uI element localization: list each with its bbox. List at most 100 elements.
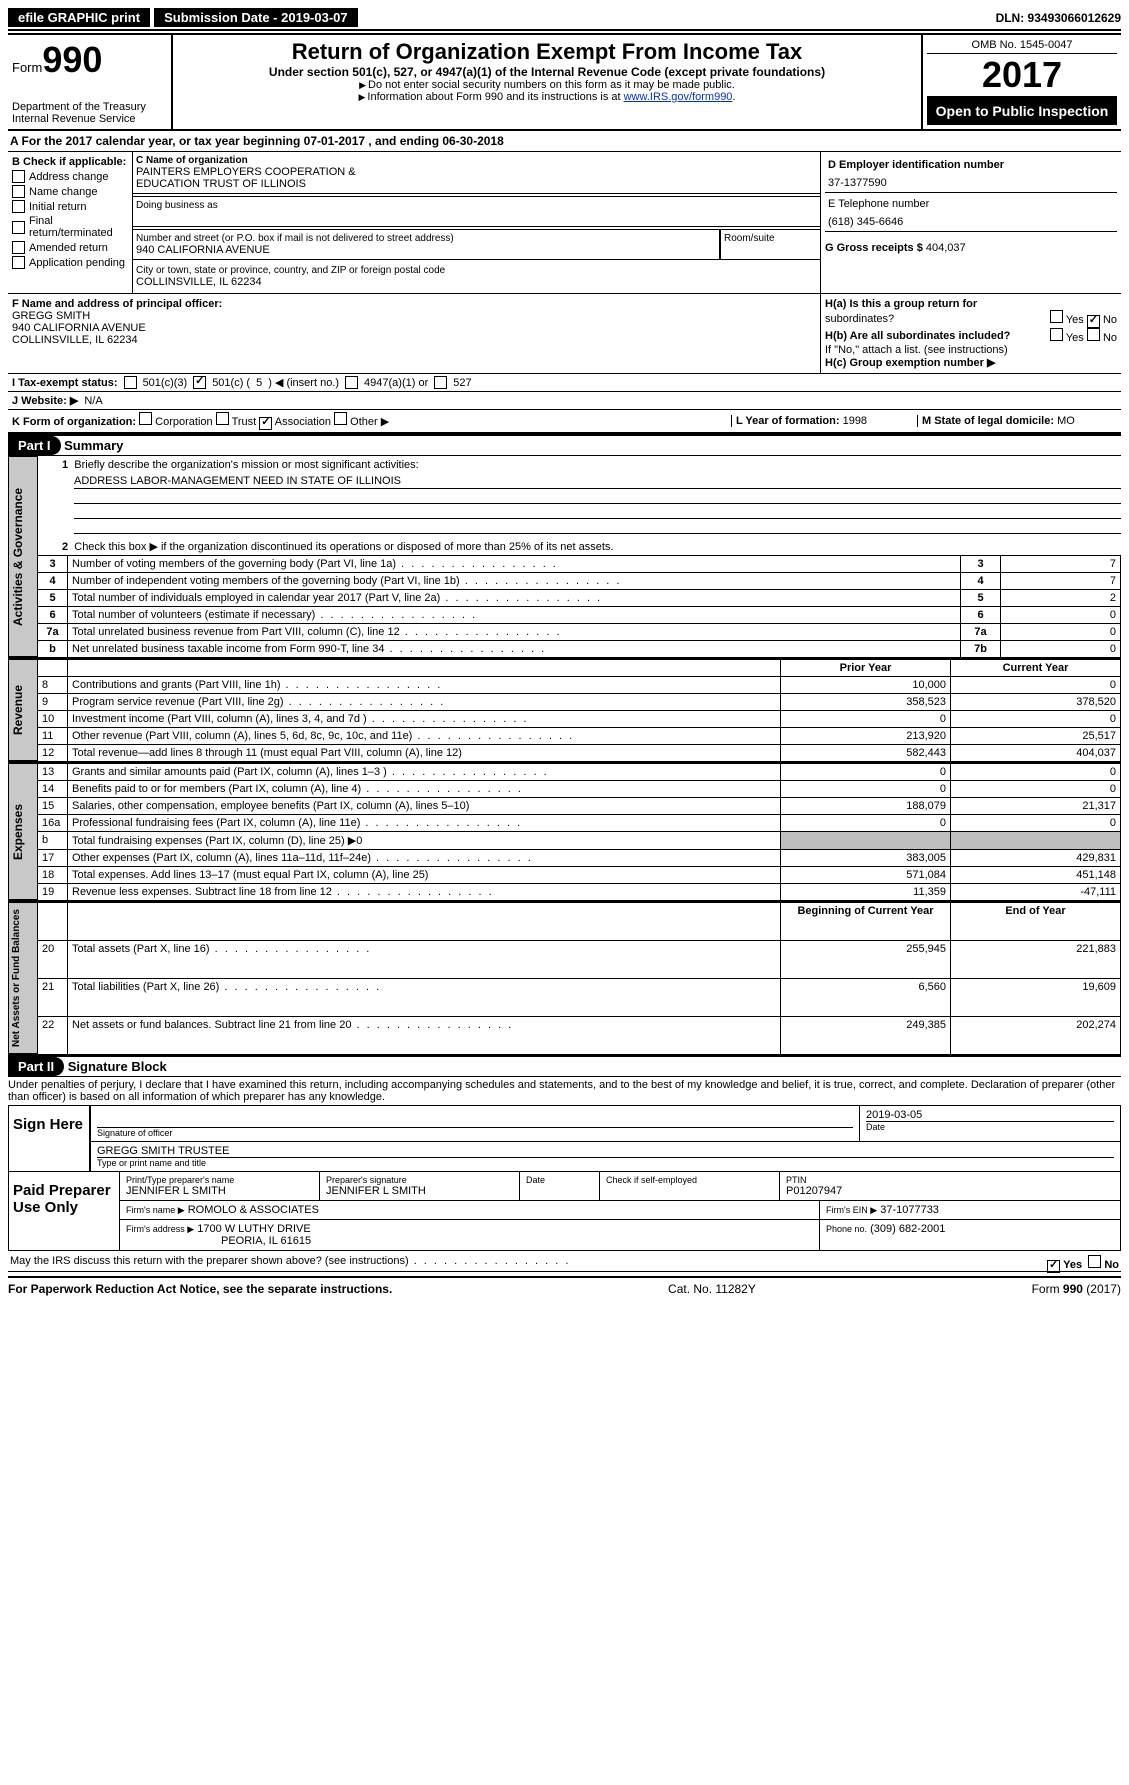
- tab-netassets: Net Assets or Fund Balances: [8, 902, 38, 1054]
- info-note: Information about Form 990 and its instr…: [177, 91, 917, 103]
- sig-date-label: Date: [866, 1122, 1114, 1132]
- top-bar: efile GRAPHIC print Submission Date - 20…: [8, 8, 1121, 31]
- paid-preparer-block: Paid Preparer Use Only Print/Type prepar…: [8, 1172, 1121, 1251]
- tab-activities: Activities & Governance: [8, 456, 38, 657]
- box-m-label: M State of legal domicile:: [922, 415, 1054, 427]
- check-initial-return[interactable]: Initial return: [12, 200, 128, 213]
- firm-ein: 37-1077733: [880, 1204, 939, 1216]
- check-amended-return[interactable]: Amended return: [12, 241, 128, 254]
- submission-label: Submission Date -: [164, 10, 277, 25]
- org-name-2: EDUCATION TRUST OF ILLINOIS: [136, 178, 817, 190]
- irs-label: Internal Revenue Service: [12, 113, 167, 125]
- hb-note: If "No," attach a list. (see instruction…: [825, 344, 1117, 356]
- box-c-label: C Name of organization: [136, 155, 248, 166]
- form-page: Form 990 (2017): [1032, 1282, 1121, 1296]
- ssn-note: Do not enter social security numbers on …: [177, 79, 917, 91]
- page-footer: For Paperwork Reduction Act Notice, see …: [8, 1276, 1121, 1300]
- line1-label: Briefly describe the organization's miss…: [74, 459, 418, 471]
- k-corp[interactable]: [139, 412, 152, 425]
- expenses-table: 13Grants and similar amounts paid (Part …: [38, 763, 1121, 900]
- gross-receipts: 404,037: [926, 242, 966, 254]
- officer-addr2: COLLINSVILLE, IL 62234: [12, 334, 816, 346]
- governance-table: 3Number of voting members of the governi…: [38, 555, 1121, 657]
- firm-addr2: PEORIA, IL 61615: [126, 1235, 813, 1247]
- firm-addr1: 1700 W LUTHY DRIVE: [197, 1223, 311, 1235]
- mission-blank3: [74, 519, 1121, 534]
- form-number: Form990: [12, 39, 167, 81]
- box-l-label: L Year of formation:: [736, 415, 840, 427]
- year-formation: 1998: [843, 415, 867, 427]
- efile-badge: efile GRAPHIC print: [8, 8, 150, 27]
- state-domicile: MO: [1057, 415, 1075, 427]
- tax-year: 2017: [927, 54, 1117, 97]
- hb-no[interactable]: [1087, 328, 1100, 341]
- box-f-label: F Name and address of principal officer:: [12, 298, 222, 310]
- check-name-change[interactable]: Name change: [12, 185, 128, 198]
- mission-text: ADDRESS LABOR-MANAGEMENT NEED IN STATE O…: [74, 474, 1121, 489]
- form-subtitle: Under section 501(c), 527, or 4947(a)(1)…: [177, 65, 917, 79]
- i-501c[interactable]: [193, 376, 206, 389]
- hb-yes[interactable]: [1050, 328, 1063, 341]
- ptin-value: P01207947: [786, 1185, 1114, 1197]
- box-i-row: I Tax-exempt status: 501(c)(3) 501(c) (5…: [8, 373, 1121, 391]
- open-inspection: Open to Public Inspection: [927, 97, 1117, 125]
- form-header: Form990 Department of the Treasury Inter…: [8, 33, 1121, 131]
- revenue-table: Prior YearCurrent Year 8Contributions an…: [38, 659, 1121, 761]
- firm-phone: (309) 682-2001: [870, 1223, 945, 1235]
- preparer-sig: JENNIFER L SMITH: [326, 1185, 513, 1197]
- sig-officer-label: Signature of officer: [97, 1128, 853, 1138]
- irs-link[interactable]: www.IRS.gov/form990: [624, 91, 733, 103]
- officer-name: GREGG SMITH: [12, 310, 816, 322]
- check-final-return[interactable]: Final return/terminated: [12, 215, 128, 239]
- hc-label: H(c) Group exemption number ▶: [825, 357, 995, 369]
- self-employed-check[interactable]: Check if self-employed: [600, 1172, 780, 1200]
- paperwork-notice: For Paperwork Reduction Act Notice, see …: [8, 1282, 392, 1296]
- k-trust[interactable]: [216, 412, 229, 425]
- i-501c3[interactable]: [124, 376, 137, 389]
- ein-value: 37-1377590: [828, 177, 1114, 189]
- box-g-label: G Gross receipts $: [825, 242, 923, 254]
- netassets-table: Beginning of Current YearEnd of Year 20T…: [38, 902, 1121, 1054]
- k-assoc[interactable]: [259, 417, 272, 430]
- omb-number: OMB No. 1545-0047: [927, 39, 1117, 54]
- mission-blank2: [74, 504, 1121, 519]
- addr-label: Number and street (or P.O. box if mail i…: [136, 233, 716, 244]
- ha-label: H(a) Is this a group return for: [825, 298, 977, 310]
- discuss-yes[interactable]: [1047, 1260, 1060, 1273]
- ha-yes[interactable]: [1050, 310, 1063, 323]
- paid-preparer-label: Paid Preparer Use Only: [9, 1172, 119, 1250]
- check-application-pending[interactable]: Application pending: [12, 256, 128, 269]
- officer-group-section: F Name and address of principal officer:…: [8, 293, 1121, 373]
- phone-value: (618) 345-6646: [828, 216, 1114, 228]
- k-other[interactable]: [334, 412, 347, 425]
- firm-name: ROMOLO & ASSOCIATES: [188, 1204, 319, 1216]
- discuss-no[interactable]: [1088, 1255, 1101, 1268]
- officer-printed-name: GREGG SMITH TRUSTEE: [97, 1145, 1114, 1158]
- i-527[interactable]: [434, 376, 447, 389]
- street-address: 940 CALIFORNIA AVENUE: [136, 244, 716, 256]
- city-label: City or town, state or province, country…: [136, 265, 817, 276]
- form-title: Return of Organization Exempt From Incom…: [177, 39, 917, 65]
- sign-here-block: Sign Here Signature of officer 2019-03-0…: [8, 1105, 1121, 1172]
- officer-addr1: 940 CALIFORNIA AVENUE: [12, 322, 816, 334]
- print-name-label: Type or print name and title: [97, 1158, 1114, 1168]
- identity-section: B Check if applicable: Address change Na…: [8, 152, 1121, 293]
- dept-treasury: Department of the Treasury: [12, 101, 167, 113]
- klm-row: K Form of organization: Corporation Trus…: [8, 409, 1121, 434]
- line2-label: Check this box ▶ if the organization dis…: [74, 541, 613, 553]
- tab-revenue: Revenue: [8, 659, 38, 761]
- row-a-taxyear: A For the 2017 calendar year, or tax yea…: [8, 131, 1121, 152]
- submission-badge: Submission Date - 2019-03-07: [154, 8, 358, 27]
- room-label: Room/suite: [724, 233, 817, 244]
- tab-expenses: Expenses: [8, 763, 38, 900]
- discuss-row: May the IRS discuss this return with the…: [8, 1251, 1121, 1272]
- box-d-label: D Employer identification number: [828, 159, 1004, 171]
- check-address-change[interactable]: Address change: [12, 170, 128, 183]
- sign-here-label: Sign Here: [9, 1106, 89, 1171]
- website-value: N/A: [84, 395, 102, 407]
- box-e-label: E Telephone number: [828, 198, 929, 210]
- ha-no[interactable]: [1087, 315, 1100, 328]
- i-4947[interactable]: [345, 376, 358, 389]
- mission-blank1: [74, 489, 1121, 504]
- perjury-text: Under penalties of perjury, I declare th…: [8, 1077, 1121, 1105]
